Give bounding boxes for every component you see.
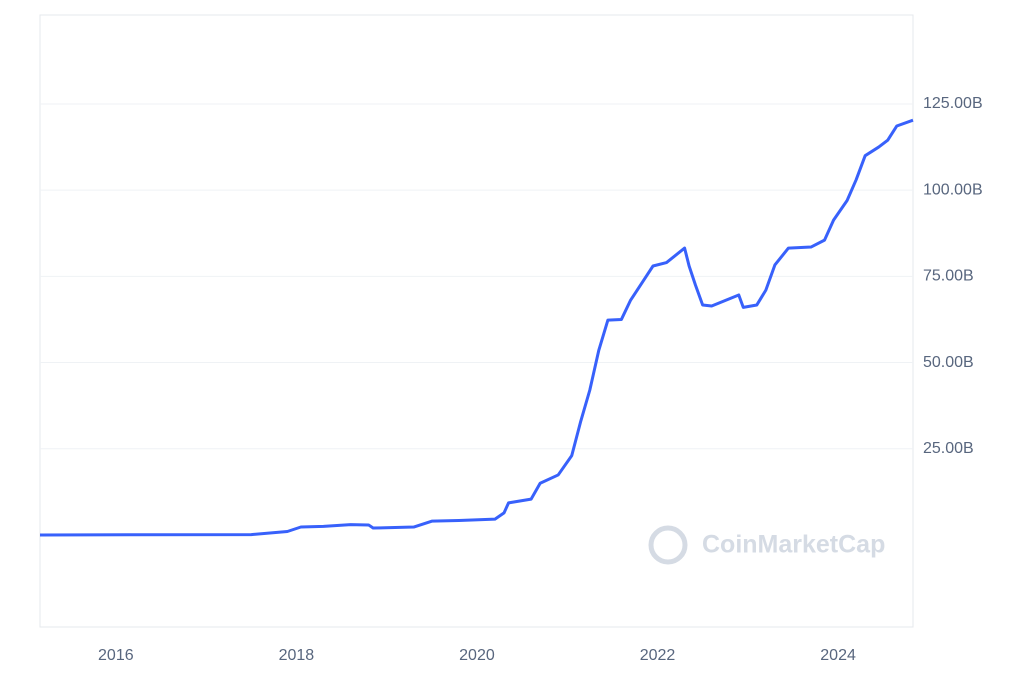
x-tick-label: 2020 <box>459 647 495 664</box>
x-tick-label: 2024 <box>820 647 856 664</box>
data-line <box>39 118 914 537</box>
y-tick-label: 100.00B <box>923 181 983 198</box>
x-tick-label: 2018 <box>279 647 315 664</box>
y-tick-label: 25.00B <box>923 440 974 457</box>
y-tick-label: 50.00B <box>923 354 974 371</box>
x-tick-label: 2022 <box>640 647 676 664</box>
watermark-logo <box>648 525 688 565</box>
watermark: CoinMarketCap <box>702 531 885 559</box>
plot-frame <box>39 14 914 628</box>
y-tick-label: 75.00B <box>923 268 974 285</box>
x-tick-label: 2016 <box>98 647 134 664</box>
y-tick-label: 125.00B <box>923 95 983 112</box>
